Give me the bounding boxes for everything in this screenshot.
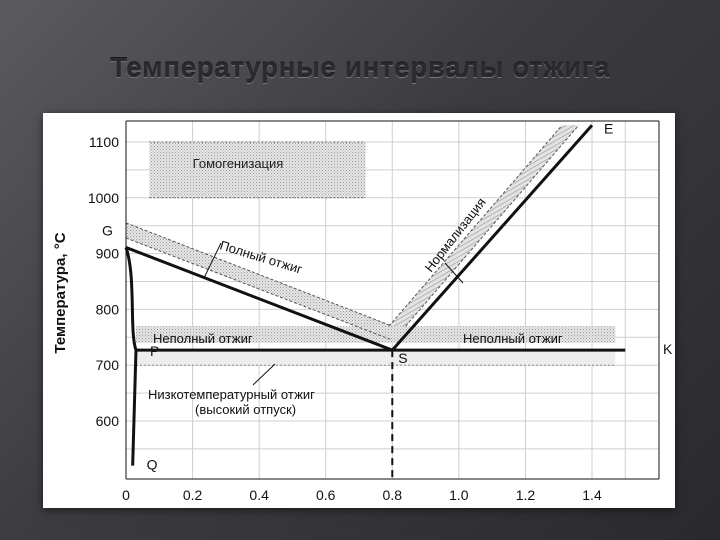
full-annealing-leader: [203, 242, 222, 279]
full-annealing-region: [126, 222, 393, 341]
diagram-frame: 0 0.2 0.4 0.6 0.8 1.0 1.2 1.4 600 700 800 900 1000 11…: [43, 113, 675, 508]
point-label-S: S: [398, 350, 407, 366]
x-tick-label: 0.8: [383, 487, 403, 503]
iron-carbon-annealing-diagram: 0 0.2 0.4 0.6 0.8 1.0 1.2 1.4 600 700 800 900 1000 11…: [52, 120, 673, 503]
point-label-E: E: [604, 120, 613, 136]
partial-annealing-region: [135, 326, 616, 343]
y-tick-label: 1000: [88, 190, 119, 206]
full-annealing-bottom-edge: [125, 237, 393, 341]
y-tick-label: 800: [96, 301, 120, 317]
homogenization-label: Гомогенизация: [193, 156, 284, 171]
normalization-left-edge: [388, 124, 563, 327]
normalization-leader: [444, 262, 464, 284]
normalization-region: [388, 125, 579, 327]
lowtemp-annealing-region: [135, 350, 616, 366]
lowtemp-annealing-label-2: (высокий отпуск): [195, 402, 296, 417]
homogenization-region: [149, 142, 366, 198]
phase-line-GP: [124, 246, 138, 351]
phase-line-GS: [125, 246, 393, 352]
x-tick-label: 0: [122, 487, 130, 503]
y-tick-label: 1100: [89, 134, 119, 150]
normalization-right-edge: [405, 124, 580, 327]
x-tick-label: 0.6: [316, 487, 336, 503]
y-tick-label: 700: [96, 357, 120, 373]
lowtemp-leader: [252, 363, 276, 386]
x-tick-label: 1.4: [582, 487, 602, 503]
point-label-Q: Q: [147, 457, 158, 473]
x-tick-label: 0.2: [183, 487, 203, 503]
partial-annealing-right-label: Неполный отжиг: [463, 331, 563, 346]
phase-lines: [124, 124, 626, 479]
partial-annealing-left-label: Неполный отжиг: [153, 331, 253, 346]
y-axis-label: Температура, °С: [52, 232, 69, 353]
x-tick-label: 1.2: [516, 487, 536, 503]
lowtemp-annealing-label-1: Низкотемпературный отжиг: [148, 387, 315, 402]
point-label-G: G: [102, 222, 113, 238]
y-tick-label: 600: [96, 413, 120, 429]
x-tick-label: 1.0: [449, 487, 469, 503]
regions: [125, 124, 616, 366]
point-label-K: K: [663, 341, 673, 357]
phase-line-PQ: [131, 350, 138, 466]
x-tick-label: 0.4: [249, 487, 269, 503]
full-annealing-top-edge: [125, 222, 393, 327]
y-tick-label: 900: [96, 246, 120, 262]
phase-line-SE: [391, 124, 594, 352]
axes: 0 0.2 0.4 0.6 0.8 1.0 1.2 1.4 600 700 800 900 1000 11…: [88, 120, 660, 503]
point-label-P: P: [150, 343, 159, 359]
slide-title: Температурные интервалы отжига: [110, 52, 610, 83]
point-labels: G P S K E Q: [102, 120, 673, 472]
